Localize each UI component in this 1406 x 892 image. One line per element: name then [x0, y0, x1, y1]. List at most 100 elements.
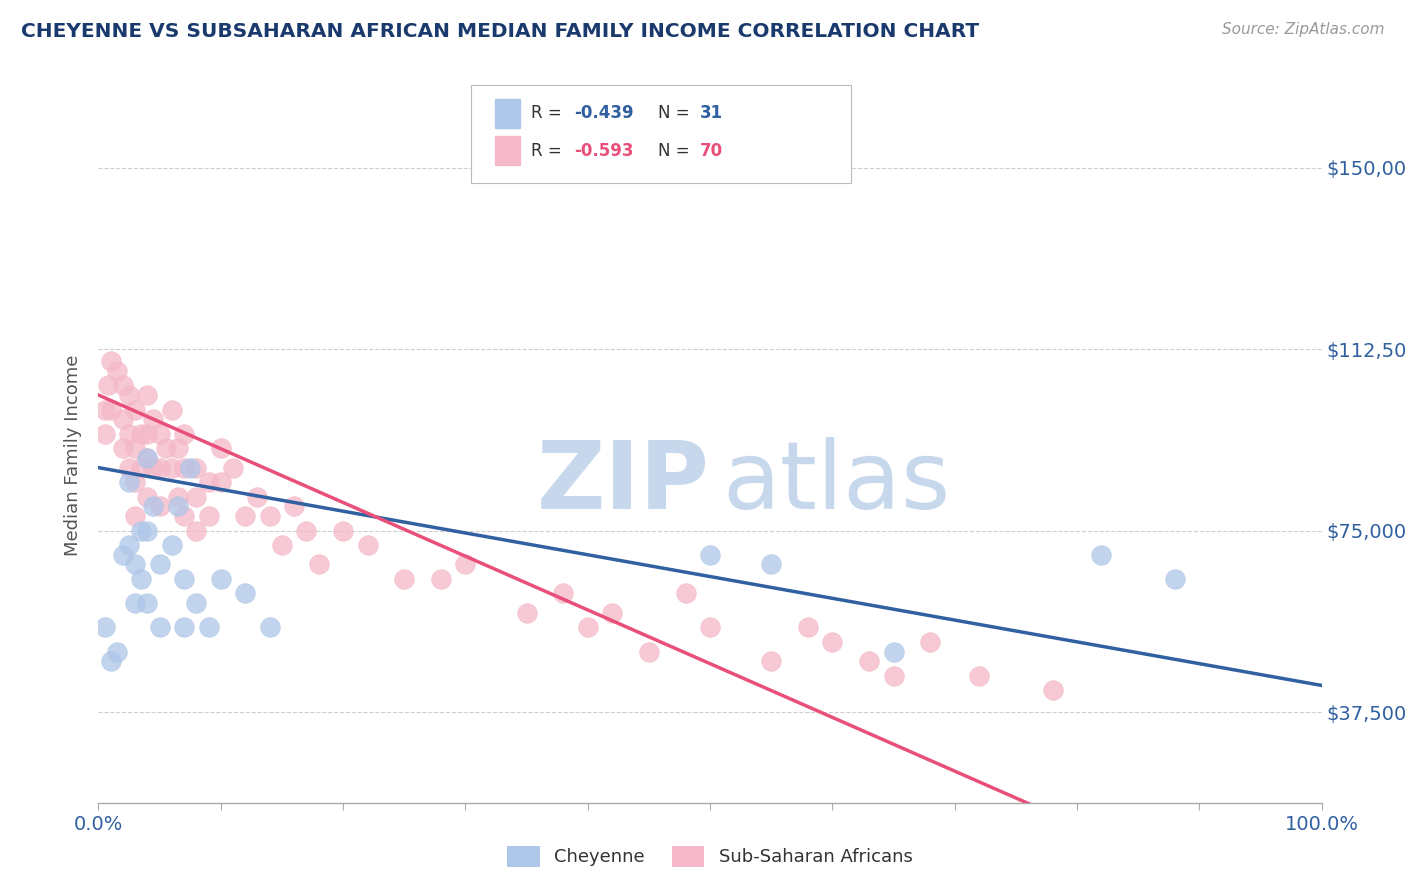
- Point: [197, 620, 219, 634]
- Point: [167, 500, 190, 514]
- Point: [142, 500, 165, 514]
- Point: [142, 460, 165, 475]
- Point: [129, 524, 152, 538]
- Point: [283, 500, 305, 514]
- Text: atlas: atlas: [723, 437, 950, 529]
- Point: [149, 620, 172, 634]
- Point: [797, 620, 820, 634]
- Point: [222, 460, 245, 475]
- Text: R =: R =: [531, 142, 568, 160]
- Point: [430, 572, 453, 586]
- Point: [197, 475, 219, 490]
- Point: [600, 606, 623, 620]
- Point: [160, 538, 183, 552]
- Text: -0.439: -0.439: [574, 104, 633, 122]
- Point: [160, 402, 183, 417]
- Text: -0.593: -0.593: [574, 142, 633, 160]
- Point: [129, 572, 152, 586]
- Point: [920, 635, 942, 649]
- Point: [821, 635, 844, 649]
- Point: [100, 654, 122, 668]
- Point: [186, 460, 208, 475]
- Point: [149, 460, 172, 475]
- Point: [858, 654, 880, 668]
- Point: [209, 475, 232, 490]
- Point: [761, 558, 783, 572]
- Point: [699, 548, 721, 562]
- Point: [270, 538, 294, 552]
- Point: [105, 644, 128, 658]
- Point: [515, 606, 537, 620]
- Point: [124, 596, 146, 610]
- Point: [332, 524, 354, 538]
- Point: [967, 669, 990, 683]
- Point: [233, 509, 256, 524]
- Point: [576, 620, 599, 634]
- Point: [392, 572, 416, 586]
- Point: [179, 460, 201, 475]
- Point: [209, 442, 232, 456]
- Point: [186, 490, 208, 504]
- Point: [136, 524, 159, 538]
- Point: [883, 644, 905, 658]
- Point: [155, 442, 177, 456]
- Point: [295, 524, 318, 538]
- Point: [173, 460, 195, 475]
- Point: [167, 442, 190, 456]
- Point: [186, 524, 208, 538]
- Point: [149, 426, 172, 441]
- Point: [173, 620, 195, 634]
- Point: [149, 558, 172, 572]
- Point: [454, 558, 477, 572]
- Point: [97, 378, 120, 392]
- Point: [173, 509, 195, 524]
- Point: [246, 490, 269, 504]
- Point: [1042, 683, 1064, 698]
- Point: [308, 558, 330, 572]
- Text: CHEYENNE VS SUBSAHARAN AFRICAN MEDIAN FAMILY INCOME CORRELATION CHART: CHEYENNE VS SUBSAHARAN AFRICAN MEDIAN FA…: [21, 22, 979, 41]
- Text: R =: R =: [531, 104, 568, 122]
- Point: [111, 378, 134, 392]
- Point: [173, 426, 195, 441]
- Point: [136, 596, 159, 610]
- Point: [118, 460, 141, 475]
- Legend: Cheyenne, Sub-Saharan Africans: Cheyenne, Sub-Saharan Africans: [501, 838, 920, 874]
- Point: [136, 450, 159, 465]
- Point: [93, 426, 115, 441]
- Point: [118, 388, 141, 402]
- Point: [105, 364, 128, 378]
- Point: [136, 388, 159, 402]
- Point: [93, 402, 115, 417]
- Point: [136, 426, 159, 441]
- Point: [118, 426, 141, 441]
- Point: [1164, 572, 1187, 586]
- Text: ZIP: ZIP: [537, 437, 710, 529]
- Point: [167, 490, 190, 504]
- Point: [124, 558, 146, 572]
- Point: [638, 644, 661, 658]
- Point: [233, 586, 256, 600]
- Point: [118, 538, 141, 552]
- Point: [259, 509, 281, 524]
- Text: Source: ZipAtlas.com: Source: ZipAtlas.com: [1222, 22, 1385, 37]
- Point: [173, 572, 195, 586]
- Y-axis label: Median Family Income: Median Family Income: [65, 354, 83, 556]
- Text: N =: N =: [658, 104, 695, 122]
- Text: N =: N =: [658, 142, 695, 160]
- Point: [93, 620, 115, 634]
- Text: 70: 70: [700, 142, 723, 160]
- Point: [100, 354, 122, 368]
- Point: [160, 460, 183, 475]
- Point: [186, 596, 208, 610]
- Point: [136, 450, 159, 465]
- Point: [124, 402, 146, 417]
- Point: [356, 538, 378, 552]
- Point: [111, 412, 134, 426]
- Point: [124, 509, 146, 524]
- Point: [111, 442, 134, 456]
- Point: [197, 509, 219, 524]
- Point: [553, 586, 575, 600]
- Point: [129, 460, 152, 475]
- Point: [1090, 548, 1112, 562]
- Point: [124, 442, 146, 456]
